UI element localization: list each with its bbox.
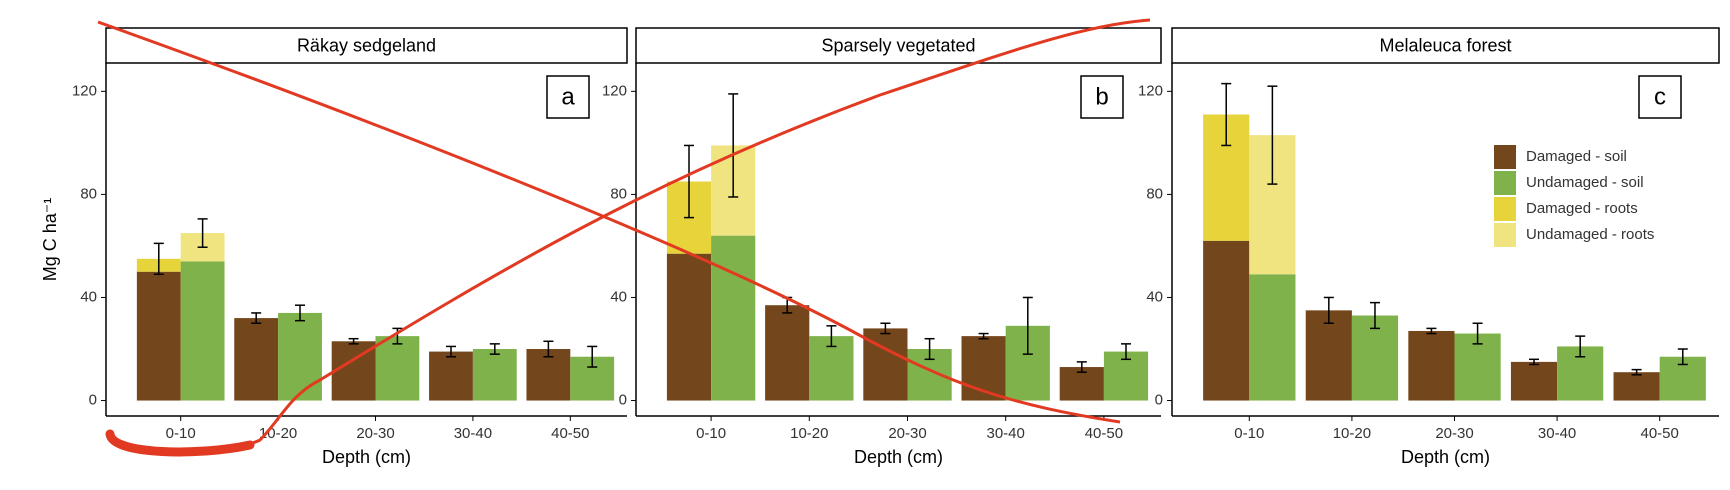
error-bar [445,345,456,358]
panel-label-box [1080,75,1124,119]
panel-label: c [1654,83,1666,110]
bar-soil [1408,330,1455,401]
error-bar [1369,301,1380,330]
y-tick-label: 80 [610,185,627,202]
panel-title: Melaleuca forest [1379,35,1511,55]
bar-soil [472,349,517,401]
scribble [105,429,255,457]
x-tick-label: 30-40 [454,425,492,442]
bar-soil [429,351,473,401]
error-bar [153,242,164,276]
bar-soil [1510,361,1558,401]
error-bar [826,325,837,348]
bar-soil [234,318,279,401]
legend-label: Undamaged - roots [1526,226,1654,243]
y-tick-label: 0 [619,392,627,409]
error-bar [197,218,208,248]
bar-soil [375,336,420,401]
x-tick-label: 20-30 [888,425,926,442]
x-axis-label: Depth (cm) [854,447,943,467]
y-axis-label: Mg C ha⁻¹ [40,198,60,282]
panel-title: Räkay sedgeland [297,35,436,55]
error-bar [924,337,935,361]
error-bar [684,144,695,219]
error-bar [489,343,500,355]
error-bar [348,337,359,345]
error-bar [543,340,554,358]
x-tick-label: 0-10 [166,425,196,442]
y-tick-label: 120 [602,82,627,99]
bar-soil [526,349,571,401]
bar-soil [666,253,712,401]
legend-swatch [1494,171,1516,195]
x-tick-label: 30-40 [1538,425,1576,442]
x-axis-label: Depth (cm) [322,447,411,467]
panel-label: b [1095,83,1108,110]
legend-swatch [1494,197,1516,221]
strip [1171,27,1720,64]
panel-label: a [561,83,575,110]
x-tick-label: 0-10 [696,425,726,442]
bar-soil [1203,240,1250,401]
x-axis-label: Depth (cm) [1401,447,1490,467]
x-tick-label: 0-10 [1234,425,1264,442]
bar-soil [278,312,322,401]
error-bar [728,93,739,198]
error-bar [251,312,262,324]
error-bar [1529,358,1540,366]
x-tick-label: 30-40 [987,425,1025,442]
bar-soil [136,271,181,401]
y-tick-label: 40 [610,288,627,305]
panel-title: Sparsely vegetated [821,35,975,55]
y-tick-label: 0 [89,392,97,409]
legend-label: Damaged - roots [1526,200,1638,217]
panel-label-box [546,75,590,119]
y-tick-label: 120 [72,82,97,99]
y-tick-label: 120 [1138,82,1163,99]
y-tick-label: 80 [1146,185,1163,202]
bar-soil [765,305,810,401]
error-bar [1426,327,1437,335]
scribble [97,20,1121,424]
error-bar [1677,348,1688,366]
error-bar [880,322,891,335]
legend-swatch [1494,145,1516,169]
bar-soil [1613,372,1660,401]
error-bar [1267,85,1278,185]
y-tick-label: 0 [1155,392,1163,409]
legend-swatch [1494,223,1516,247]
error-bar [978,332,989,340]
error-bar [1221,82,1232,147]
y-tick-label: 40 [80,288,97,305]
legend-label: Damaged - soil [1526,148,1627,165]
error-bar [1472,322,1483,345]
bar-soil [1249,274,1296,401]
error-bar [1631,368,1642,376]
bar-soil [1454,333,1501,401]
error-bar [1575,335,1586,358]
x-tick-label: 20-30 [1435,425,1473,442]
error-bar [1022,296,1033,355]
error-bar [1323,296,1334,324]
error-bar [392,327,403,345]
panel-label-box [1638,75,1682,119]
x-tick-label: 40-50 [1641,425,1679,442]
error-bar [587,345,598,368]
legend-label: Undamaged - soil [1526,174,1644,191]
bar-soil [711,235,756,401]
x-tick-label: 40-50 [551,425,589,442]
error-bar [1120,343,1131,361]
bar-soil [180,261,225,401]
x-tick-label: 40-50 [1085,425,1123,442]
bar-soil [1351,315,1399,401]
y-tick-label: 40 [1146,288,1163,305]
x-tick-label: 10-20 [790,425,828,442]
bar-soil [1305,310,1352,401]
error-bar [1076,361,1087,373]
y-tick-label: 80 [80,185,97,202]
x-tick-label: 20-30 [356,425,394,442]
x-tick-label: 10-20 [1333,425,1371,442]
error-bar [295,304,306,322]
